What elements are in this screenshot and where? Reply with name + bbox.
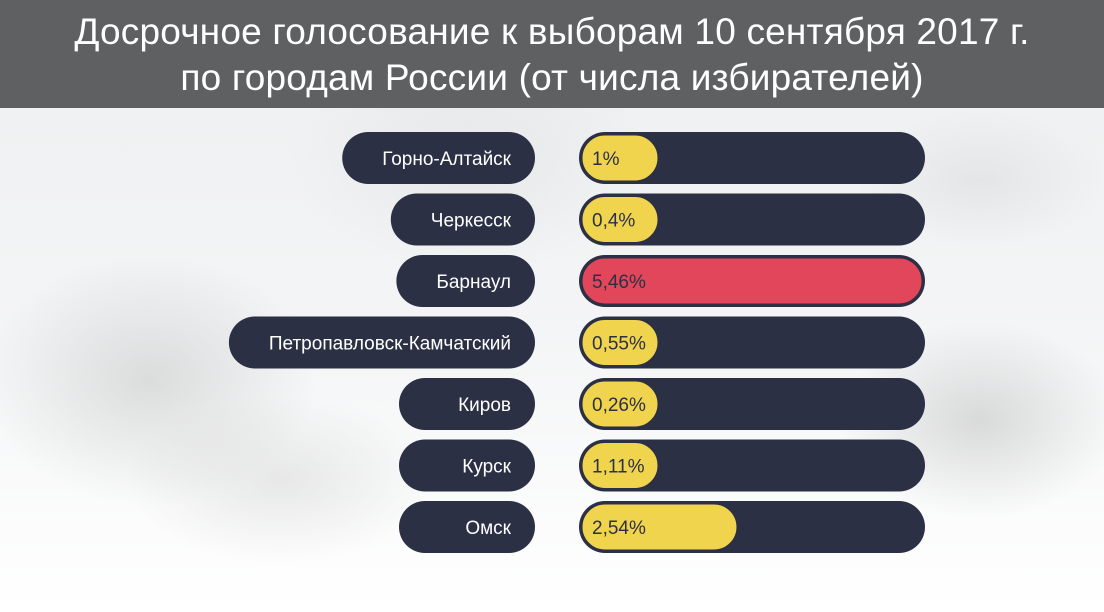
value-label: 1%: [592, 149, 620, 170]
bar-track: [579, 193, 925, 246]
title-banner: Досрочное голосование к выборам 10 сентя…: [0, 0, 1104, 108]
bar-value: [581, 503, 738, 551]
bar-track: [579, 378, 925, 430]
category-label: Курск: [462, 457, 511, 478]
bar-track: [579, 439, 925, 492]
value-label: 5,46%: [592, 272, 646, 293]
category-label-pill: [399, 439, 535, 492]
category-label-pill: [399, 501, 535, 553]
category-label: Барнаул: [436, 272, 511, 293]
value-label: 0,4%: [592, 211, 635, 232]
bar-value: [581, 442, 659, 489]
chart-row: Курск 1,11%: [399, 439, 925, 492]
value-label: 1,11%: [592, 457, 645, 478]
category-label-pill: [399, 378, 535, 430]
bar-value: [581, 380, 659, 428]
title-line-1: Досрочное голосование к выборам 10 сентя…: [74, 11, 1030, 52]
category-label: Петропавловск-Камчатский: [269, 334, 511, 355]
chart-row: Черкесск 0,4%: [390, 193, 925, 246]
bar-track: [579, 316, 925, 369]
bar-value: [581, 257, 923, 305]
chart-row: Киров 0,26%: [399, 378, 925, 430]
category-label-pill: [228, 316, 535, 369]
title-line-2: по городам России (от числа избирателей): [180, 57, 924, 98]
bar-value: [581, 134, 659, 182]
chart-row: Горно-Алтайск 1%: [342, 132, 925, 184]
value-label: 0,55%: [592, 334, 646, 355]
value-label: 0,26%: [592, 395, 646, 416]
category-label-pill: [396, 255, 535, 307]
value-label: 2,54%: [592, 518, 646, 539]
chart-row: Петропавловск-Камчатский 0,55%: [228, 316, 925, 369]
category-label-pill: [342, 132, 535, 184]
category-label: Омск: [465, 518, 511, 539]
chart-row: Барнаул 5,46%: [396, 255, 925, 307]
bar-value: [581, 319, 659, 366]
chart-row: Омск 2,54%: [399, 501, 925, 553]
category-label: Черкесск: [431, 211, 512, 232]
category-label: Киров: [458, 395, 511, 416]
bar-track: [579, 132, 925, 184]
category-label-pill: [390, 193, 535, 246]
bar-value: [581, 196, 659, 243]
category-label: Горно-Алтайск: [382, 149, 511, 170]
